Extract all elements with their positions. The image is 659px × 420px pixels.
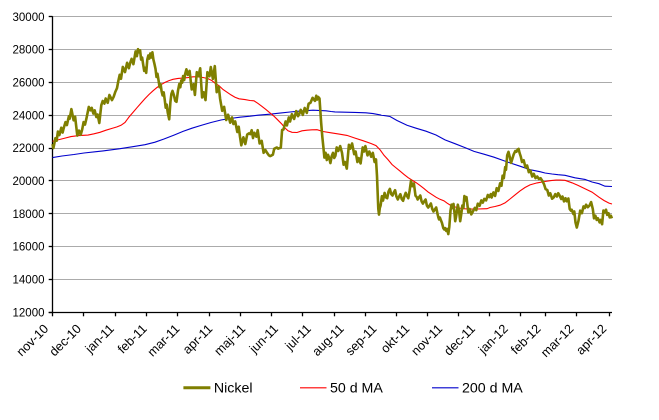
svg-text:30000: 30000 xyxy=(13,12,45,24)
svg-text:26000: 26000 xyxy=(13,78,45,90)
svg-text:22000: 22000 xyxy=(13,143,45,155)
svg-text:20000: 20000 xyxy=(13,176,45,188)
svg-text:12000: 12000 xyxy=(13,307,45,319)
svg-text:16000: 16000 xyxy=(13,242,45,254)
svg-text:200 d MA: 200 d MA xyxy=(462,381,523,397)
svg-text:50 d MA: 50 d MA xyxy=(330,381,383,397)
svg-text:14000: 14000 xyxy=(13,275,45,287)
svg-text:24000: 24000 xyxy=(13,110,45,122)
svg-text:28000: 28000 xyxy=(13,45,45,57)
svg-text:18000: 18000 xyxy=(13,209,45,221)
svg-text:Nickel: Nickel xyxy=(214,381,253,397)
